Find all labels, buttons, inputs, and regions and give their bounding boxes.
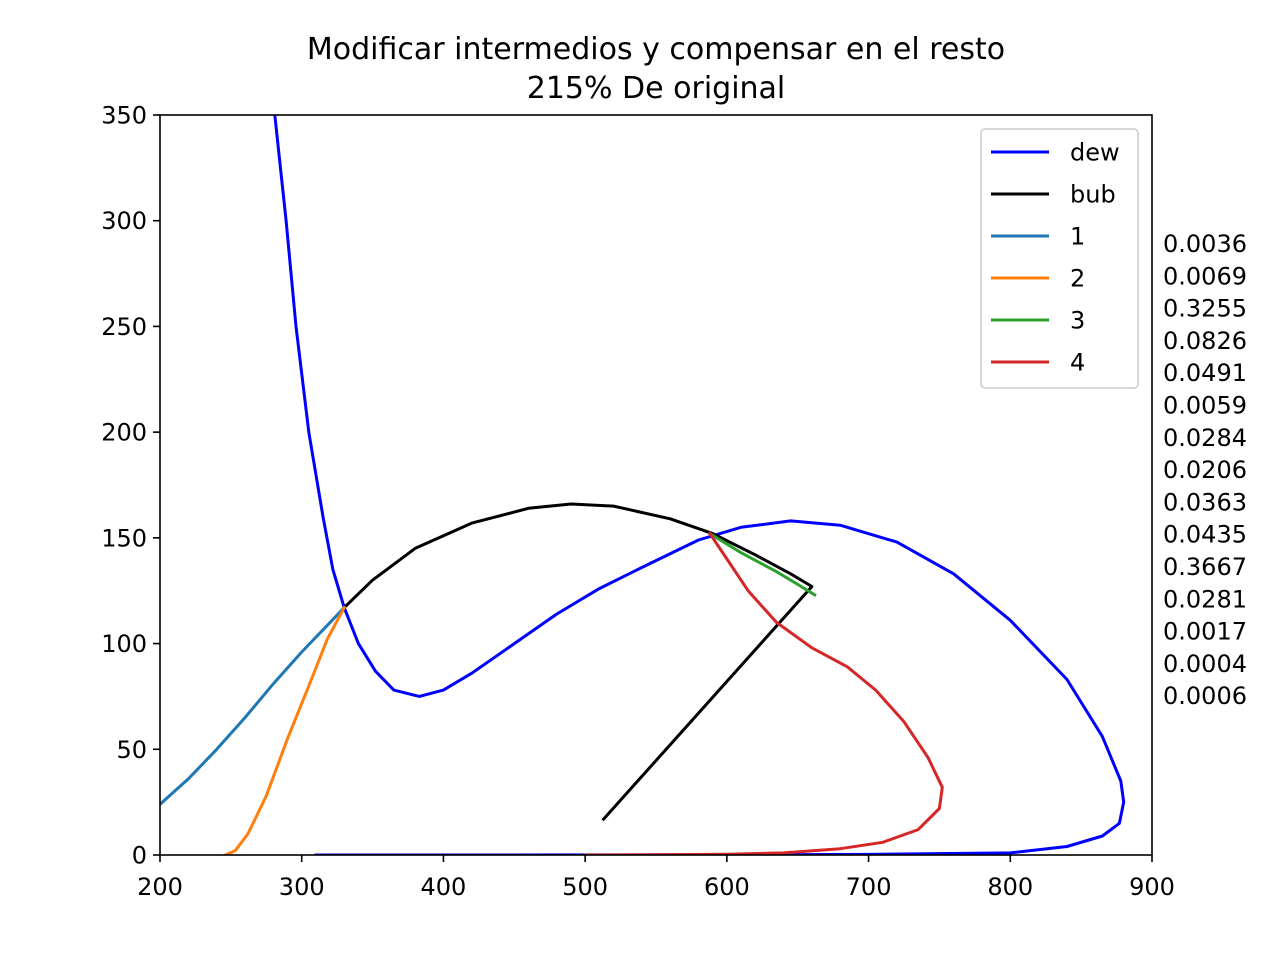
series-line-1 (160, 605, 347, 807)
side-values: 0.0036 0.0069 0.3255 0.0826 0.0491 0.0059 0.02… (1163, 230, 1247, 710)
y-tick-label: 200 (101, 419, 147, 447)
legend-label-dew: dew (1070, 139, 1120, 167)
x-tick-label: 300 (279, 873, 325, 901)
side-value: 0.0004 (1163, 650, 1247, 678)
axes-frame (159, 114, 1153, 856)
side-value: 0.0435 (1163, 521, 1247, 549)
side-value: 0.0491 (1163, 359, 1247, 387)
y-tick-label: 250 (101, 313, 147, 341)
series-line-bub (342, 502, 814, 822)
chart-title: Modificar intermedios y compensar en el … (307, 32, 1005, 67)
y-tick-label: 0 (132, 842, 147, 870)
x-tick-label: 500 (562, 873, 608, 901)
side-value: 0.0006 (1163, 682, 1247, 710)
legend-label-2: 2 (1070, 265, 1085, 293)
side-value: 0.0206 (1163, 456, 1247, 484)
side-value: 0.0069 (1163, 262, 1247, 290)
x-tick-label: 700 (846, 873, 892, 901)
x-tick-label: 200 (137, 873, 183, 901)
y-tick-label: 350 (101, 102, 147, 130)
side-value: 0.3667 (1163, 553, 1247, 581)
series-line-2 (223, 605, 347, 855)
chart-subtitle: 215% De original (527, 71, 786, 106)
series-line-3 (707, 531, 817, 597)
y-tick-label: 300 (101, 207, 147, 235)
series-line-4 (583, 531, 944, 855)
side-value: 0.0017 (1163, 618, 1247, 646)
x-tick-label: 800 (987, 873, 1033, 901)
x-tick-label: 900 (1129, 873, 1175, 901)
legend-label-3: 3 (1070, 307, 1085, 335)
side-value: 0.3255 (1163, 295, 1247, 323)
legend-label-4: 4 (1070, 349, 1085, 377)
side-value: 0.0281 (1163, 585, 1247, 613)
plot-area (160, 115, 1126, 855)
x-axis: 200 300 400 500 600 700 800 900 (137, 855, 1175, 901)
legend-label-bub: bub (1070, 181, 1116, 209)
legend-box (980, 128, 1139, 389)
x-tick-label: 400 (421, 873, 467, 901)
side-value: 0.0036 (1163, 230, 1247, 258)
side-value: 0.0284 (1163, 424, 1247, 452)
side-value: 0.0826 (1163, 327, 1247, 355)
y-tick-label: 50 (116, 736, 147, 764)
y-axis: 0 50 100 150 200 250 300 350 (101, 102, 160, 870)
side-value: 0.0363 (1163, 488, 1247, 516)
legend: dew bub 1 2 3 4 (980, 128, 1139, 389)
x-tick-label: 600 (704, 873, 750, 901)
y-tick-label: 100 (101, 630, 147, 658)
side-value: 0.0059 (1163, 392, 1247, 420)
y-tick-label: 150 (101, 524, 147, 552)
legend-label-1: 1 (1070, 223, 1085, 251)
